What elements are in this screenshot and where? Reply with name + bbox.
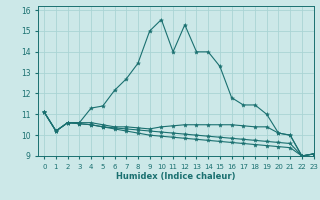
X-axis label: Humidex (Indice chaleur): Humidex (Indice chaleur)	[116, 172, 236, 181]
